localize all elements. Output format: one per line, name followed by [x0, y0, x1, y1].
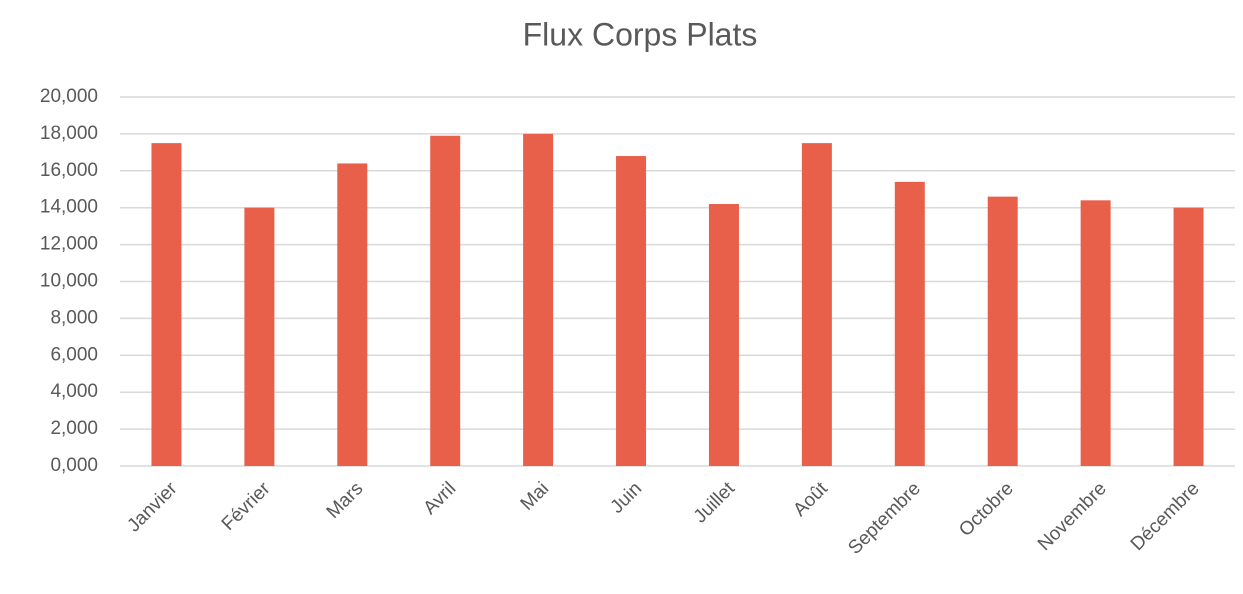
y-tick-label: 6,000 [50, 344, 98, 365]
y-tick-label: 4,000 [50, 381, 98, 402]
bar [894, 181, 925, 466]
y-tick-label: 10,000 [40, 271, 98, 292]
x-tick-label: Juillet [690, 478, 740, 528]
x-tick-label: Mars [323, 478, 368, 523]
x-tick-label: Février [218, 478, 275, 535]
chart-title: Flux Corps Plats [523, 16, 758, 52]
y-tick-label: 18,000 [40, 123, 98, 144]
bar [1080, 200, 1111, 466]
bar [616, 156, 647, 467]
bar [987, 196, 1018, 466]
x-tick-label: Août [789, 478, 832, 521]
x-tick-label: Mai [517, 478, 554, 515]
bar [337, 163, 368, 467]
bar [430, 135, 461, 466]
bar [151, 143, 182, 466]
x-tick-label: Janvier [123, 478, 182, 537]
x-tick-label: Septembre [844, 478, 925, 559]
x-tick-label: Octobre [955, 478, 1018, 541]
bar [244, 207, 275, 466]
x-tick-label: Décembre [1127, 478, 1204, 555]
y-tick-label: 8,000 [50, 307, 98, 328]
y-tick-label: 16,000 [40, 160, 98, 181]
y-tick-label: 12,000 [40, 234, 98, 255]
bar [1173, 207, 1204, 466]
bar [708, 204, 739, 466]
y-tick-label: 14,000 [40, 197, 98, 218]
x-tick-label: Novembre [1034, 478, 1111, 555]
x-tick-label: Avril [420, 478, 461, 519]
y-tick-label: 0,000 [50, 455, 98, 476]
y-tick-label: 20,000 [40, 86, 98, 107]
y-tick-label: 2,000 [50, 418, 98, 439]
bar [801, 143, 832, 466]
x-tick-label: Juin [607, 478, 646, 517]
bar [523, 133, 554, 466]
